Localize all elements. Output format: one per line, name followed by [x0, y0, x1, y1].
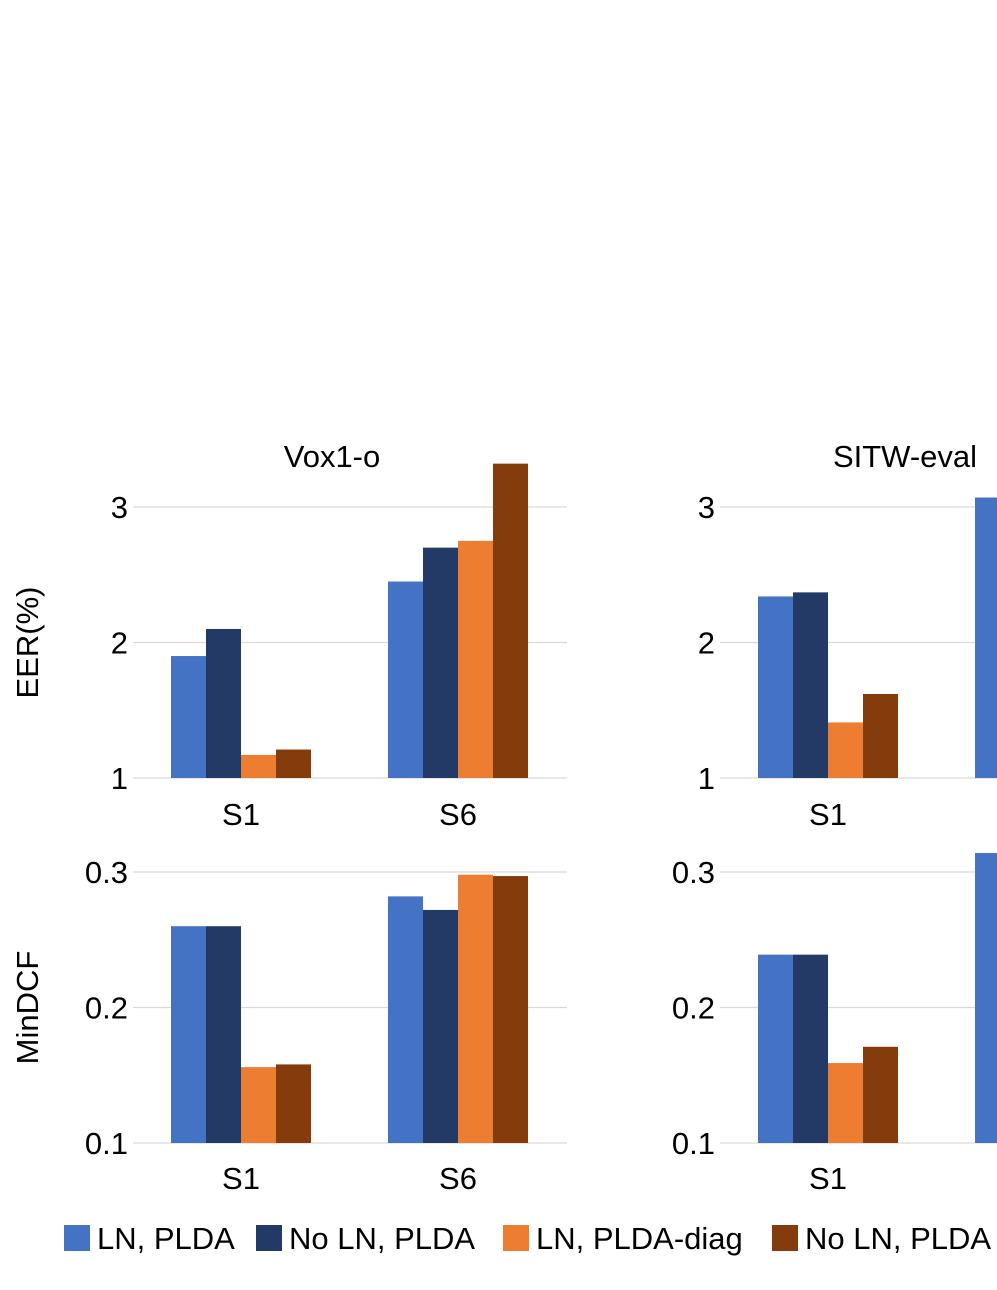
- legend: LN, PLDA No LN, PLDA LN, PLDA-diag No LN, P…: [64, 1221, 991, 1256]
- bar-s6-series-3: [458, 540, 493, 778]
- bar-s6-series-3: [458, 874, 493, 1143]
- chart-panel-1: 1 2 3 Vox1-o EER(%) S1 S6: [10, 439, 567, 832]
- bar-s1-series-3: [241, 1067, 276, 1143]
- y-tick-label: 3: [698, 490, 715, 525]
- legend-label: No LN, PLDA: [805, 1221, 991, 1256]
- chart-panel-4: 0.10.20.3S1S6: [672, 853, 997, 1196]
- legend-label: No LN, PLDA: [289, 1221, 475, 1256]
- y-tick-label: 3: [111, 490, 128, 525]
- bar-s6-series-1: [975, 853, 997, 1143]
- legend-swatch: [256, 1225, 282, 1251]
- y-tick-label: 0.2: [85, 991, 128, 1026]
- y-tick-label: 0.1: [672, 1126, 715, 1161]
- legend-swatch: [503, 1225, 529, 1251]
- y-tick-label: 0.3: [672, 855, 715, 890]
- bar-s1-series-1: [171, 656, 206, 778]
- bar-s1-series-1: [758, 954, 793, 1143]
- x-tick-label: S1: [809, 1161, 847, 1196]
- chart-panel-3: 0.1 0.2 0.3 MinDCF S1 S6: [10, 855, 567, 1196]
- bar-s6-series-1: [975, 497, 997, 778]
- bar-s6-series-2: [423, 909, 458, 1143]
- y-tick-label: 0.3: [85, 855, 128, 890]
- bar-s1-series-4: [863, 693, 898, 778]
- bar-s1-series-3: [828, 722, 863, 778]
- y-tick-label: 1: [698, 761, 715, 796]
- bar-s1-series-2: [793, 954, 828, 1143]
- x-tick-label: S1: [809, 797, 847, 832]
- x-tick-label: S6: [439, 797, 477, 832]
- x-tick-label: S1: [222, 1161, 260, 1196]
- bar-s1-series-4: [276, 749, 311, 778]
- bar-s6-series-2: [423, 547, 458, 778]
- bar-s6-series-4: [493, 876, 528, 1143]
- y-tick-label: 1: [111, 761, 128, 796]
- y-tick-label: 2: [111, 626, 128, 661]
- y-tick-label: 2: [698, 626, 715, 661]
- y-tick-label: 0.1: [85, 1126, 128, 1161]
- legend-label: LN, PLDA: [97, 1221, 235, 1256]
- y-tick-label: 0.2: [672, 991, 715, 1026]
- bar-s1-series-1: [171, 926, 206, 1143]
- bar-s1-series-4: [276, 1064, 311, 1143]
- bar-s1-series-4: [863, 1046, 898, 1143]
- bar-s1-series-3: [241, 754, 276, 778]
- legend-label: LN, PLDA-diag: [536, 1221, 743, 1256]
- chart-title: SITW-eval: [833, 439, 977, 474]
- bar-s1-series-2: [206, 628, 241, 778]
- x-tick-label: S6: [439, 1161, 477, 1196]
- x-tick-label: S1: [222, 797, 260, 832]
- bar-s6-series-1: [388, 581, 423, 778]
- bar-s6-series-4: [493, 463, 528, 778]
- y-axis-label: MinDCF: [10, 951, 45, 1065]
- y-axis-label: EER(%): [10, 587, 45, 699]
- legend-item-4: No LN, PLDA: [772, 1221, 991, 1256]
- legend-item-2: No LN, PLDA: [256, 1221, 475, 1256]
- legend-swatch: [772, 1225, 798, 1251]
- chart-title: Vox1-o: [284, 439, 381, 474]
- bar-s1-series-1: [758, 596, 793, 778]
- legend-item-1: LN, PLDA: [64, 1221, 235, 1256]
- bar-s1-series-2: [793, 592, 828, 778]
- legend-swatch: [64, 1225, 90, 1251]
- bar-s1-series-2: [206, 926, 241, 1143]
- legend-item-3: LN, PLDA-diag: [503, 1221, 743, 1256]
- charts: 123Vox1-oEER(%)S1S6123SITW-evalS1S60.10.…: [10, 439, 997, 1196]
- bar-s6-series-1: [388, 896, 423, 1143]
- bar-s1-series-3: [828, 1063, 863, 1143]
